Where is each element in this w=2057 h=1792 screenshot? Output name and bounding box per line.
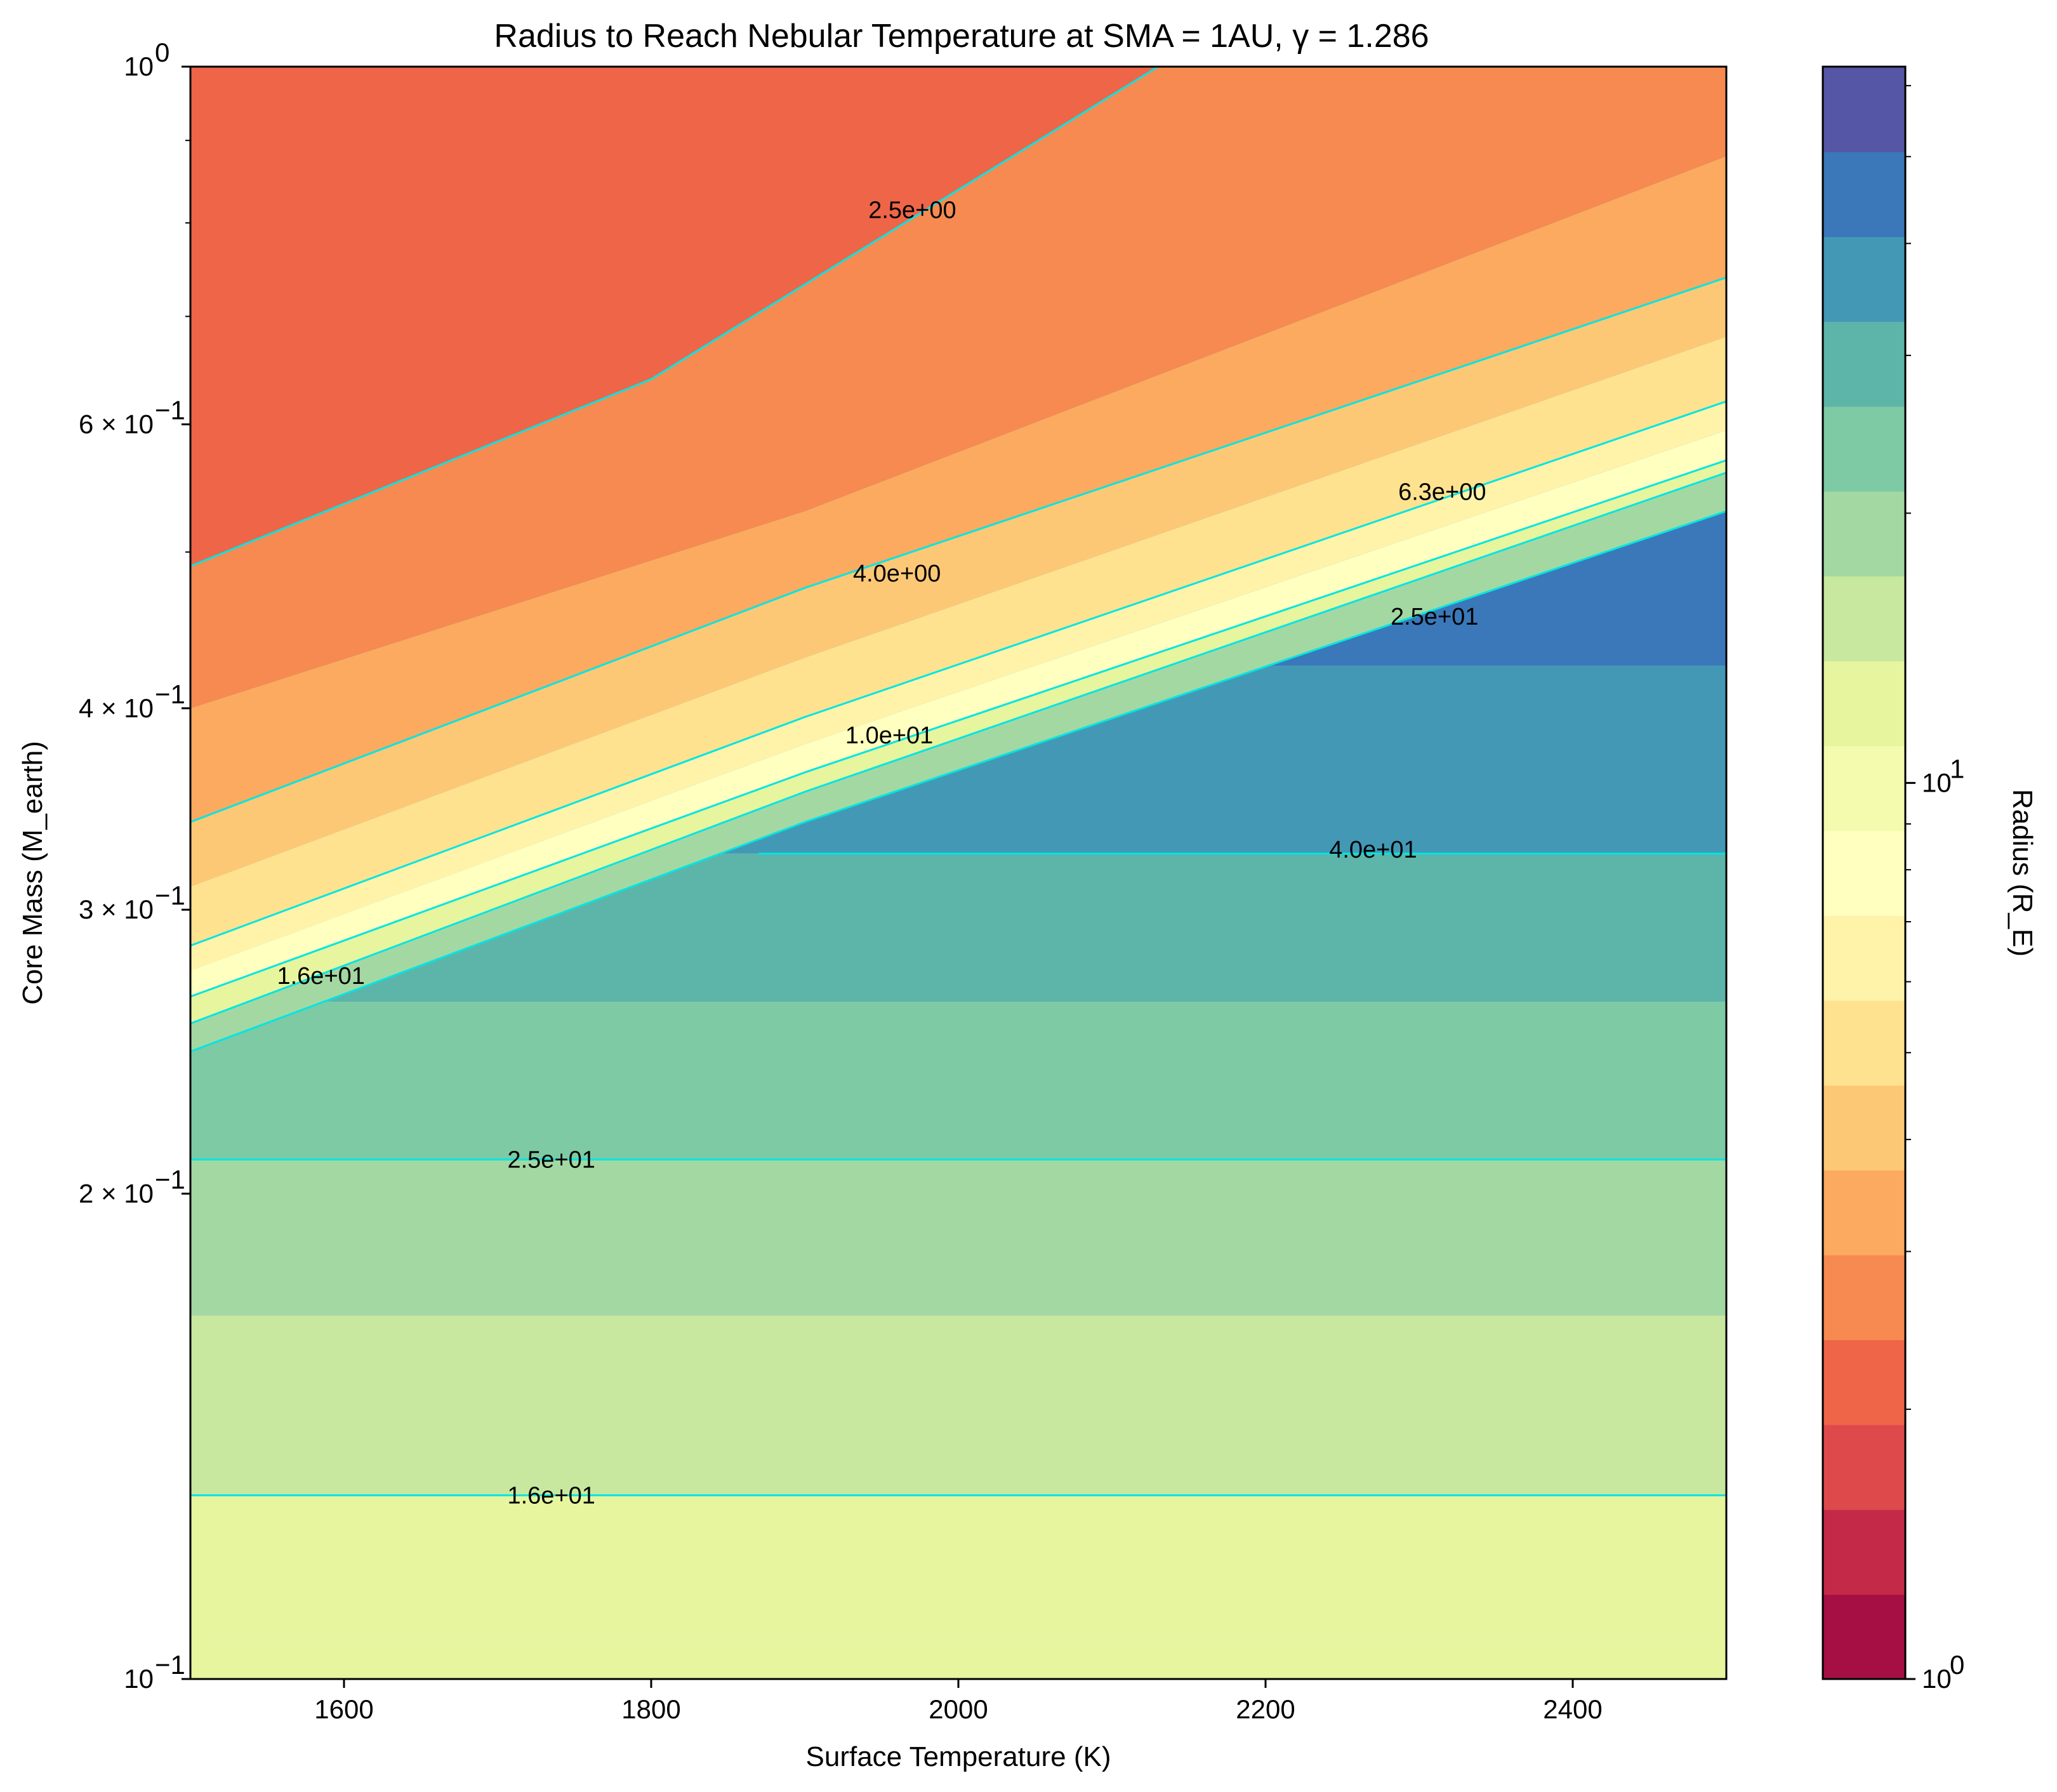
colorbar-swatch bbox=[1823, 830, 1905, 916]
y-axis-label: Core Mass (M_earth) bbox=[17, 741, 48, 1005]
colorbar-swatch bbox=[1823, 660, 1905, 747]
contour-lines bbox=[190, 67, 1726, 1497]
contour-band bbox=[190, 472, 1726, 1052]
contour-line bbox=[190, 510, 1726, 1053]
contour-line bbox=[190, 400, 1726, 947]
contour-label: 6.3e+00 bbox=[1398, 479, 1486, 506]
y-tick-label: 10 bbox=[124, 51, 154, 81]
contour-band bbox=[190, 277, 1726, 887]
colorbar-swatch bbox=[1823, 321, 1905, 407]
y-tick-exponent: −1 bbox=[155, 1650, 185, 1680]
contour-band bbox=[190, 67, 1726, 708]
y-axis-ticks: 10 06 × 10 −14 × 10 −13 × 10 −12 × 10 −110 −1 bbox=[79, 37, 190, 1694]
colorbar-swatch bbox=[1823, 406, 1905, 492]
x-tick-label: 2000 bbox=[929, 1694, 988, 1724]
x-tick-label: 1800 bbox=[621, 1694, 680, 1724]
contour-label: 4.0e+01 bbox=[1329, 837, 1417, 863]
colorbar-swatch bbox=[1823, 1509, 1905, 1595]
contour-band bbox=[190, 156, 1726, 822]
colorbar-swatch bbox=[1823, 236, 1905, 322]
colorbar-swatch bbox=[1823, 67, 1905, 152]
contour-label: 2.5e+01 bbox=[507, 1147, 595, 1174]
contour-band bbox=[190, 430, 1726, 997]
colorbar-swatch bbox=[1823, 151, 1905, 237]
colorbar-frame bbox=[1822, 65, 1907, 1680]
flat-band bbox=[190, 1645, 1726, 1679]
x-axis-label: Surface Temperature (K) bbox=[806, 1741, 1111, 1772]
y-tick-label: 4 × 10 bbox=[79, 693, 154, 723]
colorbar-swatch bbox=[1823, 1424, 1905, 1510]
contour-line bbox=[190, 459, 1726, 998]
contour-label: 1.6e+01 bbox=[507, 1483, 595, 1510]
colorbar-label: Radius (R_E) bbox=[2007, 789, 2038, 957]
colorbar-tick-exponent: 0 bbox=[1950, 1650, 1964, 1680]
y-tick-label: 3 × 10 bbox=[79, 894, 154, 924]
y-tick-exponent: 0 bbox=[155, 37, 169, 67]
colorbar-tick-exponent: 1 bbox=[1950, 753, 1964, 783]
y-tick-label: 6 × 10 bbox=[79, 409, 154, 439]
colorbar-swatch bbox=[1823, 576, 1905, 661]
contour-band bbox=[190, 336, 1726, 946]
contour-label: 2.5e+01 bbox=[1391, 604, 1478, 630]
y-tick-exponent: −1 bbox=[155, 679, 185, 709]
flat-band bbox=[190, 1315, 1726, 1496]
flat-band bbox=[190, 1159, 1726, 1316]
contour-band bbox=[190, 401, 1726, 971]
contour-labels: 2.5e+00 4.0e+00 6.3e+00 1.0e+01 2.5e+01 4.0e+… bbox=[277, 197, 1486, 1510]
y-tick-exponent: −1 bbox=[155, 1164, 185, 1194]
colorbar bbox=[1822, 65, 1907, 1680]
contour-label: 2.5e+00 bbox=[868, 197, 956, 224]
contour-band bbox=[190, 67, 1158, 566]
contour-label: 1.0e+01 bbox=[845, 722, 933, 749]
flat-band bbox=[190, 1495, 1726, 1645]
colorbar-swatch bbox=[1823, 1254, 1905, 1341]
y-tick-label: 10 bbox=[124, 1664, 154, 1694]
contour-line bbox=[190, 276, 1726, 823]
x-tick-label: 1600 bbox=[314, 1694, 373, 1724]
contour-fill-area bbox=[190, 67, 1726, 1679]
x-tick-label: 2200 bbox=[1236, 1694, 1295, 1724]
colorbar-swatch bbox=[1823, 745, 1905, 832]
flat-band bbox=[190, 1002, 1726, 1160]
y-tick-label: 2 × 10 bbox=[79, 1178, 154, 1208]
x-axis-ticks: 1600 1800 2000 2200 2400 bbox=[314, 1679, 1603, 1724]
colorbar-swatch bbox=[1823, 1594, 1905, 1680]
colorbar-swatch bbox=[1823, 915, 1905, 1001]
colorbar-tick-label: 10 bbox=[1922, 767, 1952, 797]
chart-title: Radius to Reach Nebular Temperature at S… bbox=[494, 18, 1429, 55]
contour-line bbox=[190, 67, 1160, 567]
contour-label: 1.6e+01 bbox=[277, 963, 364, 990]
colorbar-swatch bbox=[1823, 1169, 1905, 1256]
y-tick-exponent: −1 bbox=[155, 395, 185, 425]
contour-band bbox=[190, 460, 1726, 1024]
colorbar-swatch bbox=[1823, 1000, 1905, 1086]
x-tick-label: 2400 bbox=[1543, 1694, 1602, 1724]
colorbar-swatch bbox=[1823, 1085, 1905, 1171]
colorbar-swatch bbox=[1823, 491, 1905, 577]
contour-line bbox=[190, 472, 1726, 1025]
contour-label: 4.0e+00 bbox=[853, 561, 941, 587]
colorbar-swatch bbox=[1823, 1339, 1905, 1425]
y-tick-exponent: −1 bbox=[155, 880, 185, 910]
colorbar-tick-label: 10 bbox=[1922, 1664, 1952, 1694]
